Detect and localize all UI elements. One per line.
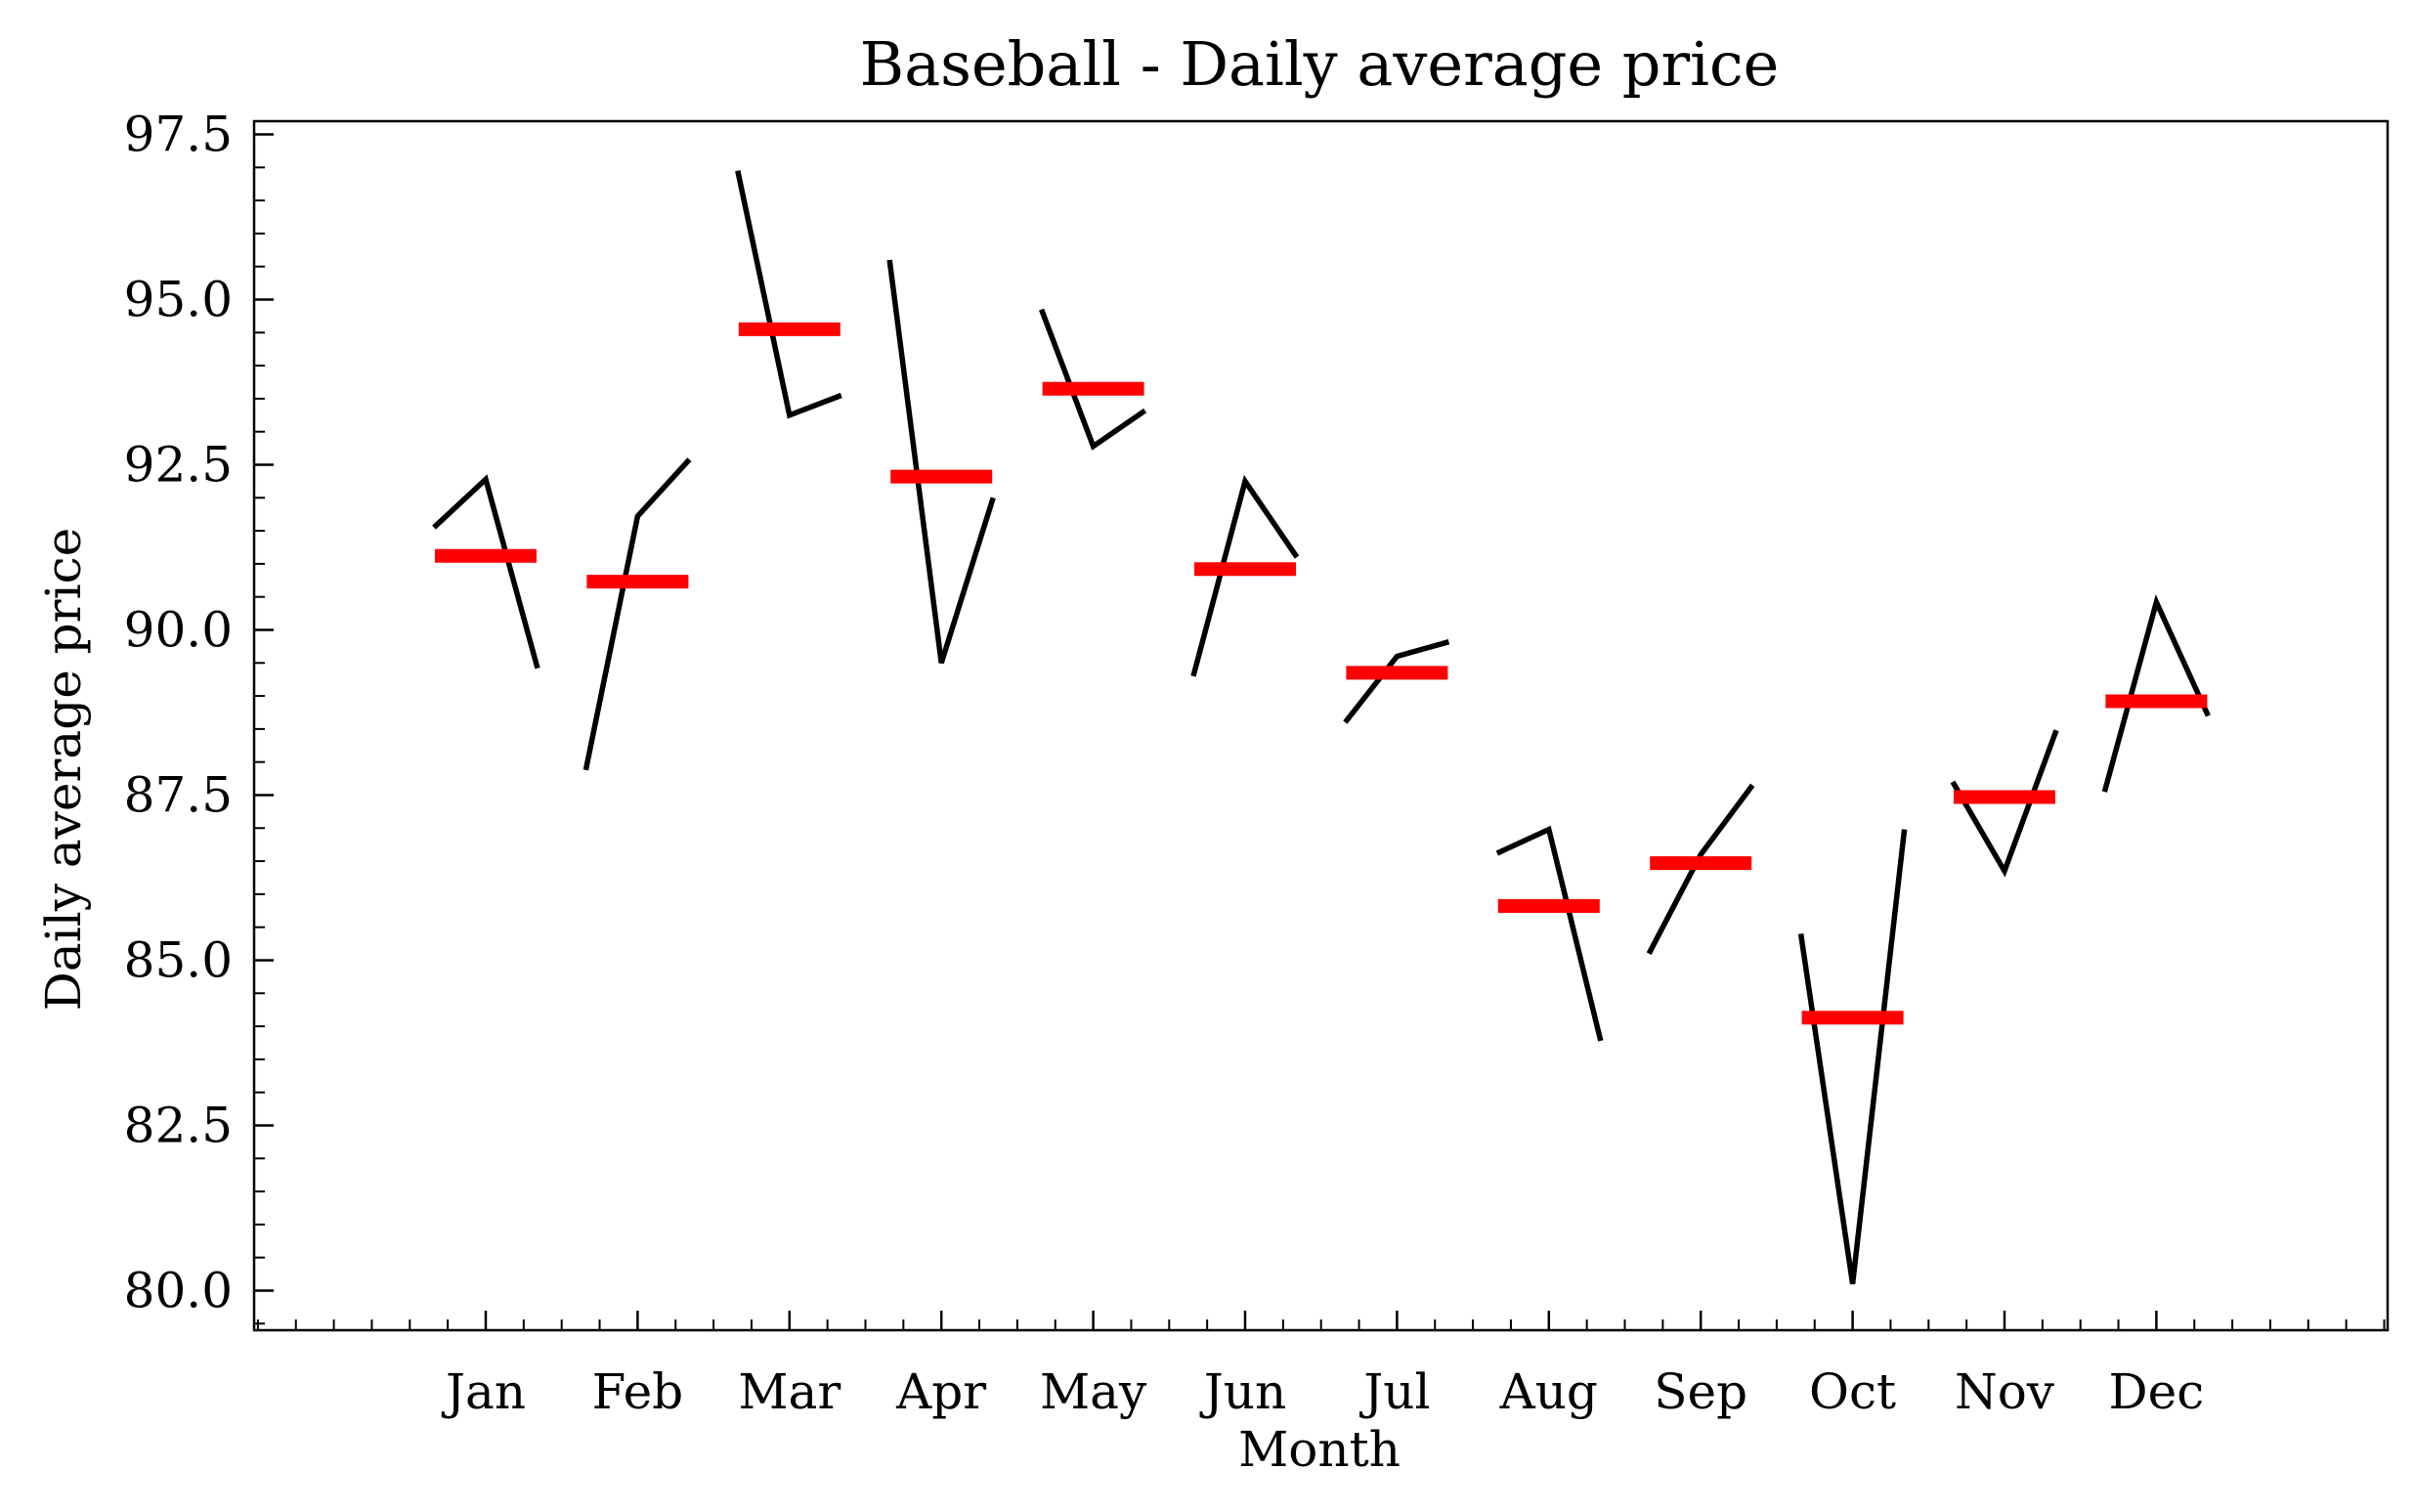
series-line bbox=[1646, 783, 1755, 955]
x-tick-label: Feb bbox=[592, 1363, 684, 1420]
plot-area: 80.0 82.5 85.0 87.5 90.0 92.5 95.0 97.5 Jan Feb Ma… bbox=[124, 107, 2390, 1420]
series-line bbox=[1495, 825, 1604, 1042]
y-tick-label: 90.0 bbox=[124, 601, 233, 658]
x-tick-label: Oct bbox=[1809, 1363, 1896, 1420]
chart-title: Baseball - Daily average price bbox=[860, 28, 1780, 100]
x-axis-label: Month bbox=[1238, 1421, 1401, 1478]
x-tick-label: Sep bbox=[1654, 1363, 1747, 1420]
series-line bbox=[1190, 474, 1300, 677]
y-axis-label: Daily average price bbox=[35, 528, 92, 1011]
x-tick-label: Jun bbox=[1199, 1363, 1286, 1420]
x-tick-label: Mar bbox=[738, 1363, 841, 1420]
y-tick-label: 82.5 bbox=[124, 1097, 233, 1153]
y-tick-label: 97.5 bbox=[124, 107, 233, 163]
y-tick-label: 95.0 bbox=[124, 272, 233, 328]
x-tick-label: Jan bbox=[441, 1363, 526, 1420]
y-tick-label: 87.5 bbox=[124, 766, 233, 823]
series-line bbox=[735, 170, 842, 419]
series-line bbox=[582, 457, 692, 771]
x-tick-label: Nov bbox=[1955, 1363, 2055, 1420]
series-line bbox=[1343, 639, 1450, 724]
x-tick-label: Jul bbox=[1358, 1363, 1430, 1420]
series-line bbox=[1950, 729, 2059, 878]
series-line bbox=[886, 259, 996, 665]
x-tick-label: Dec bbox=[2109, 1363, 2205, 1420]
y-tick-label: 92.5 bbox=[124, 436, 233, 493]
x-tick-label: Apr bbox=[895, 1363, 986, 1420]
series-line bbox=[432, 474, 540, 670]
x-tick-label: May bbox=[1040, 1363, 1147, 1420]
y-tick-label: 80.0 bbox=[124, 1262, 233, 1318]
plot-frame bbox=[252, 119, 2390, 1332]
x-tick-label: Aug bbox=[1499, 1363, 1598, 1420]
y-tick-label: 85.0 bbox=[124, 931, 233, 988]
series-line bbox=[1039, 308, 1147, 451]
series-line bbox=[2101, 594, 2211, 793]
series-line bbox=[1797, 829, 1908, 1285]
